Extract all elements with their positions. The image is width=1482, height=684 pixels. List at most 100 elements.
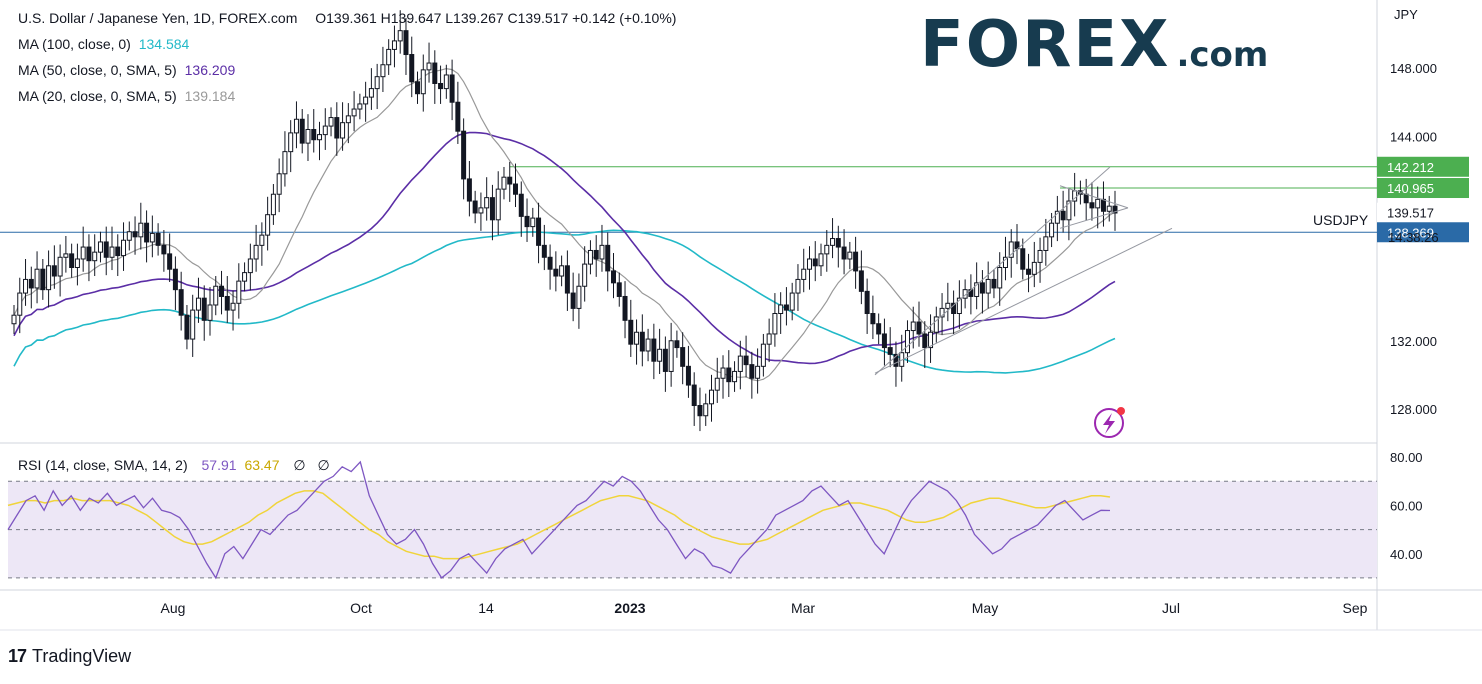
candle-down <box>69 253 75 269</box>
candle-up <box>945 302 951 309</box>
candle-down <box>674 340 680 349</box>
time-tick-label: 14 <box>478 600 494 616</box>
candle-up <box>1054 210 1060 224</box>
candle-up <box>830 238 836 246</box>
channel-lower-line <box>874 227 1173 374</box>
candle-down <box>881 333 887 349</box>
candle-up <box>939 307 945 318</box>
candle-down <box>1100 198 1106 212</box>
price-tag: 142.212 <box>1377 156 1469 177</box>
candle-up <box>265 214 271 236</box>
candle-down <box>518 193 524 217</box>
candle-up <box>1037 249 1043 263</box>
lightning-icon <box>1094 407 1125 438</box>
candle-up <box>772 313 778 335</box>
candle-down <box>922 333 928 349</box>
candle-up <box>1095 198 1101 209</box>
price-tag-bg <box>1377 178 1469 199</box>
candle-up <box>288 132 294 153</box>
candle-up <box>703 403 709 417</box>
candle-down <box>553 268 559 277</box>
candle-up <box>720 367 726 379</box>
candle-up <box>282 151 288 175</box>
candle-up <box>322 125 328 136</box>
candle-up <box>247 258 253 274</box>
candle-down <box>132 231 138 238</box>
price-tag: 138.369 <box>1377 222 1469 243</box>
candle-down <box>887 347 893 355</box>
ma50-value: 136.209 <box>184 62 236 78</box>
candle-down <box>1060 210 1066 221</box>
candle-up <box>1008 241 1014 258</box>
rsi-value: 57.91 <box>201 457 237 473</box>
candle-up <box>760 343 766 367</box>
price-tag-bg <box>1377 222 1469 243</box>
candle-down <box>299 118 305 144</box>
candle-down <box>628 319 634 345</box>
forex-logo: FOREX .com <box>920 8 1268 82</box>
candle-down <box>1089 202 1095 209</box>
candle-up <box>92 251 98 262</box>
ma100-value: 134.584 <box>138 36 190 52</box>
candle-up <box>801 268 807 280</box>
candle-down <box>916 321 922 335</box>
candle-down <box>622 295 628 321</box>
time-tick-label: 2023 <box>614 600 645 616</box>
candle-down <box>685 365 691 386</box>
candle-up <box>11 314 17 325</box>
candle-up <box>708 389 714 405</box>
candle-down <box>870 313 876 325</box>
time-tick-label: Aug <box>161 600 186 616</box>
candle-down <box>570 292 576 309</box>
candle-up <box>242 272 248 282</box>
candle-up <box>530 217 536 228</box>
candle-down <box>835 238 841 248</box>
candle-up <box>778 304 784 315</box>
candle-down <box>86 246 92 262</box>
candle-up <box>126 231 132 241</box>
candle-up <box>149 232 155 243</box>
candle-up <box>259 234 265 246</box>
candle-up <box>46 265 52 291</box>
rsi-tick-label: 60.00 <box>1390 498 1423 513</box>
price-tick-label: 132.000 <box>1390 334 1437 349</box>
ma50-label: MA (50, close, 0, SMA, 5) <box>18 62 177 78</box>
candle-down <box>680 347 686 367</box>
candle-down <box>432 62 438 84</box>
candle-up <box>397 30 403 42</box>
candle-down <box>605 244 611 272</box>
candle-down <box>697 405 703 417</box>
ma20-line <box>13 67 1116 382</box>
ma20-legend: MA (20, close, 0, SMA, 5) 139.184 <box>18 88 235 104</box>
candle-up <box>1002 256 1008 269</box>
candle-up <box>634 331 640 345</box>
candle-up <box>17 292 23 316</box>
candle-up <box>1106 205 1112 212</box>
candle-up <box>34 268 40 289</box>
candle-down <box>1083 193 1089 204</box>
candle-up <box>97 241 103 253</box>
tradingview-branding[interactable]: 17 TradingView <box>8 646 131 667</box>
candle-down <box>224 295 230 311</box>
candle-up <box>363 96 369 105</box>
candle-up <box>847 251 853 260</box>
candle-down <box>449 74 455 103</box>
candle-up <box>386 48 392 66</box>
candle-up <box>138 222 144 238</box>
candle-down <box>812 258 818 267</box>
price-tag: 140.965 <box>1377 178 1469 199</box>
candle-up <box>1049 222 1055 238</box>
candle-down <box>115 246 121 257</box>
candle-up <box>737 355 743 372</box>
candle-down <box>461 130 467 180</box>
candle-up <box>587 249 593 265</box>
time-tick-label: Jul <box>1162 600 1180 616</box>
candle-up <box>230 302 236 311</box>
candle-up <box>928 331 934 349</box>
candle-up <box>714 377 720 391</box>
candle-down <box>201 297 207 321</box>
candle-down <box>858 270 864 292</box>
channel-upper-line <box>874 166 1111 376</box>
time-tick-label: Oct <box>350 600 372 616</box>
